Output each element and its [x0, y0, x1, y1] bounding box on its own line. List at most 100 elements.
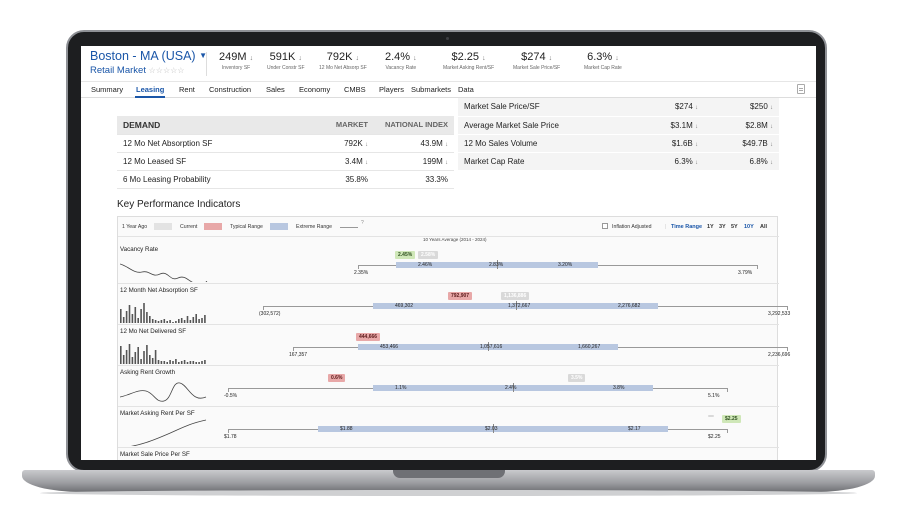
- arrow-down-icon: ↓: [770, 105, 773, 112]
- inflation-label: Inflation Adjusted: [612, 224, 652, 230]
- stat-label: Market Sale Price/SF: [513, 65, 561, 71]
- arrow-down-icon: ↓: [482, 55, 486, 62]
- stat-value: 792K ↓: [319, 51, 367, 63]
- year-ago-marker[interactable]: 3.5%: [568, 374, 586, 382]
- stat-5: $274 ↓ Market Sale Price/SF: [513, 51, 560, 71]
- stat-number: $2.25: [451, 51, 480, 63]
- kpi-row-title: Asking Rent Growth: [120, 369, 176, 376]
- stat-value: 249M ↓: [219, 51, 253, 63]
- tab-submarkets[interactable]: Submarkets: [411, 85, 452, 94]
- tab-economy[interactable]: Economy: [299, 85, 331, 94]
- arrow-down-icon: ↓: [445, 159, 448, 166]
- market-selector[interactable]: Boston - MA (USA) ▼: [90, 49, 207, 63]
- stat-2: 792K ↓ 12 Mo Net Absorp SF: [319, 51, 367, 71]
- sparkbar: [175, 321, 177, 323]
- kpi-row-title: Market Sale Price Per SF: [120, 451, 190, 458]
- sparkbar: [140, 309, 142, 323]
- current-marker[interactable]: 444,666: [356, 333, 381, 341]
- sales-table: Market Sale Price/SF $274 ↓ $250 ↓ Average …: [458, 98, 779, 171]
- tab-summary[interactable]: Summary: [91, 85, 124, 94]
- sparkbar: [146, 312, 148, 323]
- app-screen: Boston - MA (USA) ▼ Retail Market ☆☆☆☆☆ …: [81, 46, 816, 460]
- sparkbar: [195, 362, 197, 364]
- national-cell: 6.8% ↓: [704, 152, 779, 171]
- sparkbar: [122, 317, 125, 323]
- range-5y[interactable]: 5Y: [731, 224, 738, 230]
- sparkbar: [151, 358, 154, 364]
- table-row: 6 Mo Leasing Probability 35.8% 33.3%: [117, 170, 454, 189]
- stat-value: $274 ↓: [513, 51, 560, 63]
- table-row: Market Sale Price/SF $274 ↓ $250 ↓: [458, 98, 779, 117]
- sparkbar: [128, 344, 131, 364]
- sparkbar: [154, 350, 157, 364]
- average-label-value: $2.03: [485, 426, 498, 432]
- current-marker[interactable]: 0.6%: [328, 374, 346, 382]
- tab-construction[interactable]: Construction: [209, 85, 252, 94]
- row-label: Market Sale Price/SF: [458, 98, 638, 117]
- stat-number: 591K: [269, 51, 296, 63]
- typical-high-label: 1,660,267: [578, 344, 601, 350]
- sparkbar: [134, 307, 137, 323]
- sparkbar: [198, 362, 200, 364]
- market-cell: 3.4M ↓: [304, 152, 374, 171]
- kpi-row: 12 Month Net Absorption SF (302,572) 3,292…: [118, 284, 790, 325]
- tab-data[interactable]: Data: [458, 85, 474, 94]
- kpi-toolbar: 1 Year Ago Current Typical Range Extreme…: [118, 217, 779, 237]
- typical-low-label: 2.46%: [418, 262, 433, 268]
- sparkline-path: [120, 382, 207, 402]
- current-marker[interactable]: 2.45%: [395, 251, 416, 259]
- star-rating-icon[interactable]: ☆☆☆☆☆: [148, 66, 185, 75]
- extreme-max-label: 5.1%: [708, 393, 720, 399]
- stat-number: 2.4%: [385, 51, 411, 63]
- stat-label: 12 Mo Net Absorp SF: [319, 65, 367, 71]
- range-1y[interactable]: 1Y: [707, 224, 714, 230]
- market-value: 35.8%: [345, 174, 368, 184]
- inflation-checkbox[interactable]: [602, 223, 608, 229]
- sparkbar: [189, 320, 192, 323]
- tab-players[interactable]: Players: [379, 85, 405, 94]
- typical-low-label: 1.1%: [395, 385, 407, 391]
- market-name[interactable]: Boston - MA (USA): [90, 49, 196, 63]
- sparkbar: [163, 361, 166, 364]
- kpi-panel: 1 Year Ago Current Typical Range Extreme…: [117, 216, 790, 460]
- tab-rent[interactable]: Rent: [179, 85, 195, 94]
- market-value: 6.3%: [674, 156, 693, 166]
- market-value: $1.6B: [671, 138, 693, 148]
- laptop-shadow: [40, 490, 857, 496]
- stat-label: Market Asking Rent/SF: [443, 65, 495, 71]
- arrow-down-icon: ↓: [695, 141, 698, 148]
- table-row: 12 Mo Net Absorption SF 792K ↓ 43.9M ↓: [117, 134, 454, 153]
- current-marker[interactable]: $2.25: [722, 415, 741, 423]
- table-row: Market Cap Rate 6.3% ↓ 6.8% ↓: [458, 152, 779, 171]
- sparkbar: [125, 311, 128, 323]
- year-ago-marker[interactable]: 1,136,886: [501, 292, 530, 300]
- sparkbar: [204, 315, 206, 323]
- extreme-min-label: -0.5%: [224, 393, 238, 399]
- sparkbar: [192, 317, 195, 323]
- sparkbar: [204, 360, 206, 364]
- extreme-swatch: [340, 227, 358, 228]
- range-3y[interactable]: 3Y: [719, 224, 726, 230]
- extreme-max-label: 2,236,696: [768, 352, 791, 358]
- year-ago-marker[interactable]: [708, 415, 714, 417]
- help-icon[interactable]: ?: [361, 220, 364, 226]
- current-marker[interactable]: 792,907: [448, 292, 473, 300]
- sparkbar: [143, 351, 145, 364]
- average-marker: [488, 342, 489, 351]
- tab-sales[interactable]: Sales: [266, 85, 285, 94]
- tab-leasing[interactable]: Leasing: [134, 85, 166, 98]
- arrow-down-icon: ↓: [413, 55, 417, 62]
- caret-down-icon[interactable]: ▼: [199, 51, 207, 60]
- range-10y[interactable]: 10Y: [744, 224, 754, 230]
- market-cell: 35.8%: [304, 170, 374, 189]
- kpi-row: Vacancy Rate 2.35% 3.79% 2.46% 2.83% 3.20% 2.5…: [118, 243, 779, 284]
- stat-0: 249M ↓ Inventory SF: [219, 51, 253, 71]
- sparkbar: [137, 318, 139, 323]
- stat-value: 6.3% ↓: [584, 51, 622, 63]
- document-icon[interactable]: [797, 84, 805, 94]
- market-cell: 6.3% ↓: [637, 152, 704, 171]
- year-ago-marker[interactable]: 2.58%: [418, 251, 439, 259]
- tab-cmbs[interactable]: CMBS: [344, 85, 366, 94]
- range-all[interactable]: All: [760, 224, 768, 230]
- market-cell: $274 ↓: [637, 98, 704, 117]
